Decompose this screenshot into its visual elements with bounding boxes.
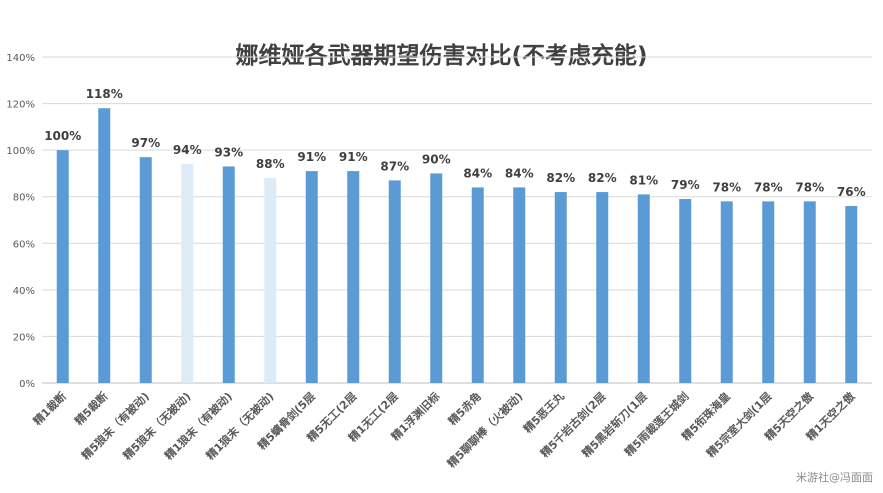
value-label: 81% (629, 173, 658, 187)
bar (554, 192, 567, 383)
bar (264, 178, 277, 383)
x-tick-label: 精5裁断 (72, 389, 111, 428)
y-tick-label: 20% (13, 332, 35, 343)
bar (720, 201, 733, 383)
value-label: 78% (712, 180, 741, 194)
value-label: 78% (795, 180, 824, 194)
y-tick-label: 0% (19, 379, 35, 390)
value-label: 118% (86, 87, 123, 101)
value-label: 78% (754, 180, 783, 194)
bar (637, 194, 650, 383)
bar (305, 171, 318, 383)
bar (430, 173, 443, 383)
bar (596, 192, 609, 383)
value-label: 90% (422, 152, 451, 166)
value-label: 76% (837, 185, 866, 199)
value-label: 84% (505, 166, 534, 180)
x-tick-label: 精5聊聊棒（火被动) (444, 389, 525, 470)
bar (98, 108, 111, 383)
bar (139, 157, 152, 383)
y-tick-label: 140% (6, 53, 35, 64)
bar (471, 187, 484, 383)
y-tick-label: 60% (13, 239, 35, 250)
x-tick-label: 精5赤角 (445, 389, 484, 428)
value-label: 82% (588, 171, 617, 185)
value-label: 87% (380, 159, 409, 173)
bar (347, 171, 360, 383)
y-axis-ticks: 0% 20% 40% 60% 80% 100% 120% 140% (6, 53, 35, 390)
value-label: 84% (463, 166, 492, 180)
value-label: 97% (131, 136, 160, 150)
bar (388, 180, 401, 383)
y-tick-label: 40% (13, 286, 35, 297)
bar (222, 166, 235, 383)
value-label: 94% (173, 143, 202, 157)
y-tick-label: 80% (13, 193, 35, 204)
value-label: 79% (671, 178, 700, 192)
bar (762, 201, 775, 383)
value-label: 82% (546, 171, 575, 185)
value-labels: 100% 118% 97% 94% 93% 88% 91% 91% 87% 90% 84% 84% 82… (44, 87, 865, 199)
chart-title: 娜维娅各武器期望伤害对比(不考虑充能) (235, 43, 648, 69)
x-tick-label: 精1裁断 (30, 389, 69, 428)
watermark: 米游社@冯面面 (796, 471, 873, 484)
y-tick-label: 120% (6, 100, 35, 111)
x-axis-ticks: 精1裁断 精5裁断精5狼末（有被动)精5狼末（无被动)精1狼末（有被动)精1狼末（… (30, 389, 858, 471)
bars (56, 108, 858, 383)
value-label: 91% (339, 150, 368, 164)
value-label: 91% (297, 150, 326, 164)
value-label: 88% (256, 157, 285, 171)
gridlines (42, 56, 872, 384)
bar (679, 199, 692, 383)
value-label: 93% (214, 145, 243, 159)
bar (56, 150, 69, 383)
y-tick-label: 100% (6, 146, 35, 157)
value-label: 100% (44, 129, 81, 143)
bar (181, 164, 194, 383)
bar (513, 187, 526, 383)
bar (845, 206, 858, 383)
bar (803, 201, 816, 383)
